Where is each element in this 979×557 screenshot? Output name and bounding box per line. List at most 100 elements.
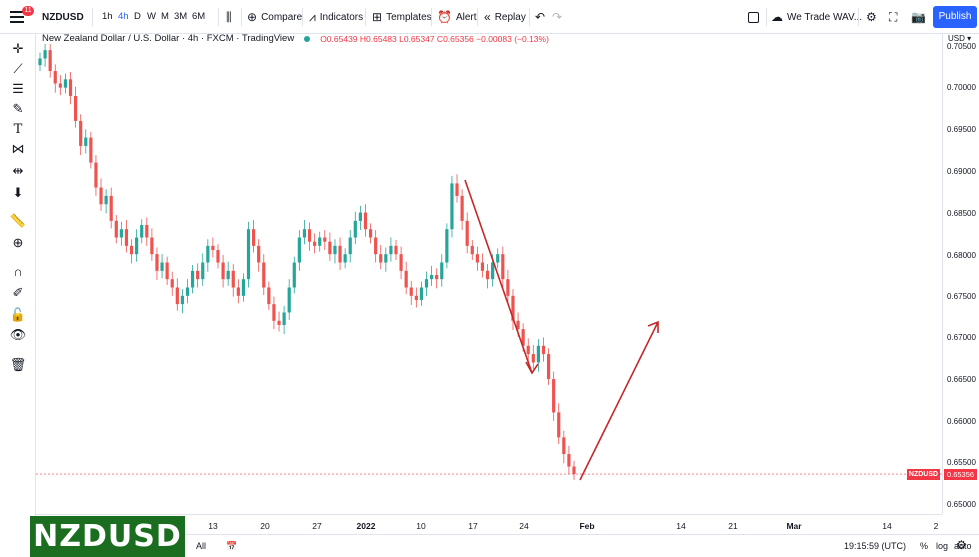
fullscreen-icon: ⛶ [889,10,898,24]
candle-body [485,270,490,280]
candle-body [145,225,149,238]
candle-body [440,262,444,280]
fullscreen-button[interactable]: ⛶ [889,0,897,34]
candle-body [170,279,174,288]
candle-body [526,345,530,355]
trend-line-icon: ⟋ [13,61,23,76]
magnet-icon: ∩ [13,263,23,279]
zoom-tool[interactable]: ⊕ [9,234,27,252]
crosshair-tool[interactable]: ✛ [9,40,27,58]
hide-tool[interactable]: 👁 [9,326,27,344]
undo-button[interactable]: ↶ [535,0,545,34]
interval-m-button[interactable]: M [161,11,169,22]
lock-icon: 🔓 [9,307,27,322]
layout-select-checkbox[interactable] [748,0,759,34]
price-chart[interactable] [36,44,942,514]
alert-button[interactable]: ⏰ Alert [437,0,477,34]
fib-tool[interactable]: ☰ [9,80,27,98]
price-tick-label: 0.67500 [947,292,976,301]
candle-body [277,320,281,325]
interval-1h-button[interactable]: 1h [102,11,113,22]
icons-tool[interactable]: ⬇ [9,184,27,202]
scale-settings-button[interactable]: ⚙ [956,538,967,552]
symbol-search-button[interactable]: NZDUSD [42,11,84,23]
brush-tool[interactable]: ✎ [9,100,27,118]
divider [302,8,303,26]
time-tick-label: Mar [786,521,802,531]
time-tick-label: 13 [208,521,218,531]
candle-body [262,262,266,288]
candle-body [282,312,286,325]
date-range-button[interactable]: 📅 [226,541,237,552]
forecast-tool[interactable]: ⇹ [9,162,27,180]
candle-body [496,254,500,263]
menu-icon[interactable] [10,8,28,26]
snapshot-button[interactable]: 📷 [911,0,926,34]
redo-button[interactable]: ↷ [552,0,562,34]
candle-body [104,195,108,205]
candle-body [480,262,485,271]
candle-body [414,295,418,300]
candle-body [379,254,383,263]
candle-body [394,245,398,255]
trend-line-tool[interactable]: ⟋ [9,60,27,78]
pattern-icon: ⋈ [11,141,25,156]
magnet-tool[interactable]: ∩ [9,262,27,280]
candle-body [552,379,556,413]
indicators-button[interactable]: ⩘ Indicators [309,0,363,34]
lock-tool[interactable]: 🔓 [9,306,27,324]
log-toggle[interactable]: log [936,541,949,551]
time-scale[interactable]: 13 20 27 2022 10 17 24 Feb 14 21 Mar 14 2 [36,514,942,534]
chart-type-button[interactable]: ⫼ [226,0,232,34]
interval-w-button[interactable]: W [147,11,156,22]
indicators-label: Indicators [319,11,364,23]
candle-body [257,245,261,263]
percent-toggle[interactable]: % [920,541,929,551]
candle-body [124,229,129,246]
crosshair-icon: ✛ [12,41,24,56]
templates-button[interactable]: ⊞ Templates [372,0,432,34]
range-all-button[interactable]: All [196,541,207,551]
divider [218,8,219,26]
candle-body [155,254,159,271]
candle-body [68,79,73,96]
time-tick-label: 14 [882,521,892,531]
clock[interactable]: 19:15:59 (UTC) [844,541,907,551]
candle-body [450,183,454,230]
price-tick-label: 0.70500 [947,42,976,51]
chart-legend: New Zealand Dollar / U.S. Dollar · 4h · … [42,33,549,44]
candle-body [63,79,68,88]
interval-d-button[interactable]: D [134,11,141,22]
interval-4h-button[interactable]: 4h [118,11,129,22]
currency-select[interactable]: USD ▾ [948,34,972,43]
candle-body [53,70,57,84]
text-tool[interactable]: T [9,120,27,138]
pattern-tool[interactable]: ⋈ [9,140,27,158]
candle-body [99,187,103,205]
settings-button[interactable]: ⚙ [866,0,877,34]
interval-3m-button[interactable]: 3M [174,11,188,22]
publish-button[interactable]: Publish [933,6,977,28]
candle-body [221,262,225,280]
brush-icon: ✎ [12,101,24,116]
candle-body [190,270,195,288]
divider [858,8,859,26]
price-tick-label: 0.66000 [947,417,976,426]
remove-tool[interactable]: 🗑 [9,356,27,374]
candle-body [185,287,190,296]
candle-body [252,229,256,246]
layout-name: We Trade WAV... [787,11,863,23]
stay-drawing-tool[interactable]: ✐ [9,284,27,302]
candle-body [160,262,164,271]
layout-name-button[interactable]: ☁ We Trade WAV... [771,0,862,34]
candle-body [58,83,62,88]
ruler-tool[interactable]: 📏 [9,212,27,230]
interval-6m-button[interactable]: 6M [192,11,206,22]
price-scale[interactable]: 0.70500 0.70000 0.69500 0.69000 0.68500 0.680… [942,34,979,514]
symbol-price-tag: NZDUSD [907,469,940,480]
compare-button[interactable]: ⊕ Compare [247,0,302,34]
auto-toggle[interactable]: auto [954,541,972,551]
price-tick-label: 0.70000 [947,83,976,92]
replay-button[interactable]: « Replay [484,0,526,34]
candle-body [460,195,464,221]
